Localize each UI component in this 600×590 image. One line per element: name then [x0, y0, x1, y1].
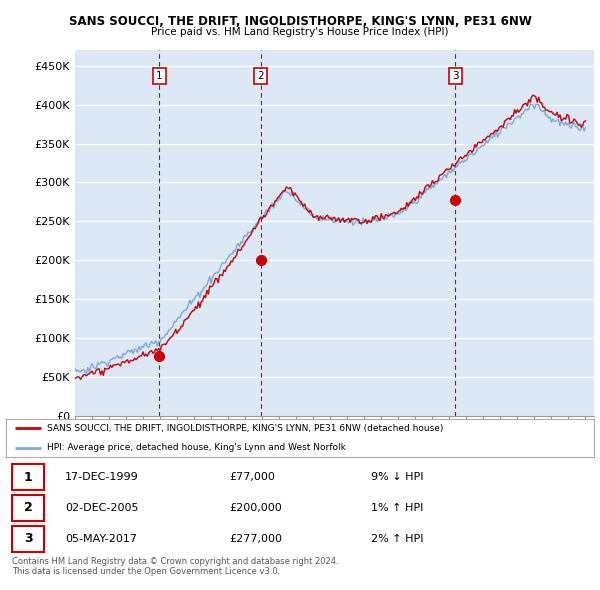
- Text: 3: 3: [452, 71, 458, 81]
- Text: SANS SOUCCI, THE DRIFT, INGOLDISTHORPE, KING'S LYNN, PE31 6NW (detached house): SANS SOUCCI, THE DRIFT, INGOLDISTHORPE, …: [47, 424, 443, 433]
- Text: Contains HM Land Registry data © Crown copyright and database right 2024.
This d: Contains HM Land Registry data © Crown c…: [12, 557, 338, 576]
- Text: HPI: Average price, detached house, King's Lynn and West Norfolk: HPI: Average price, detached house, King…: [47, 443, 346, 452]
- FancyBboxPatch shape: [12, 495, 44, 521]
- FancyBboxPatch shape: [12, 526, 44, 552]
- Text: 2% ↑ HPI: 2% ↑ HPI: [371, 534, 423, 543]
- Text: £77,000: £77,000: [229, 473, 275, 482]
- Text: 9% ↓ HPI: 9% ↓ HPI: [371, 473, 423, 482]
- Text: 1% ↑ HPI: 1% ↑ HPI: [371, 503, 423, 513]
- Text: 3: 3: [24, 532, 32, 545]
- Text: Price paid vs. HM Land Registry's House Price Index (HPI): Price paid vs. HM Land Registry's House …: [151, 27, 449, 37]
- FancyBboxPatch shape: [12, 464, 44, 490]
- Text: 05-MAY-2017: 05-MAY-2017: [65, 534, 137, 543]
- Text: 1: 1: [24, 471, 33, 484]
- Text: £277,000: £277,000: [229, 534, 283, 543]
- Text: 2: 2: [24, 502, 33, 514]
- Text: SANS SOUCCI, THE DRIFT, INGOLDISTHORPE, KING'S LYNN, PE31 6NW: SANS SOUCCI, THE DRIFT, INGOLDISTHORPE, …: [68, 15, 532, 28]
- Text: 2: 2: [257, 71, 264, 81]
- Text: 02-DEC-2005: 02-DEC-2005: [65, 503, 139, 513]
- Text: £200,000: £200,000: [229, 503, 282, 513]
- Text: 1: 1: [156, 71, 163, 81]
- Text: 17-DEC-1999: 17-DEC-1999: [65, 473, 139, 482]
